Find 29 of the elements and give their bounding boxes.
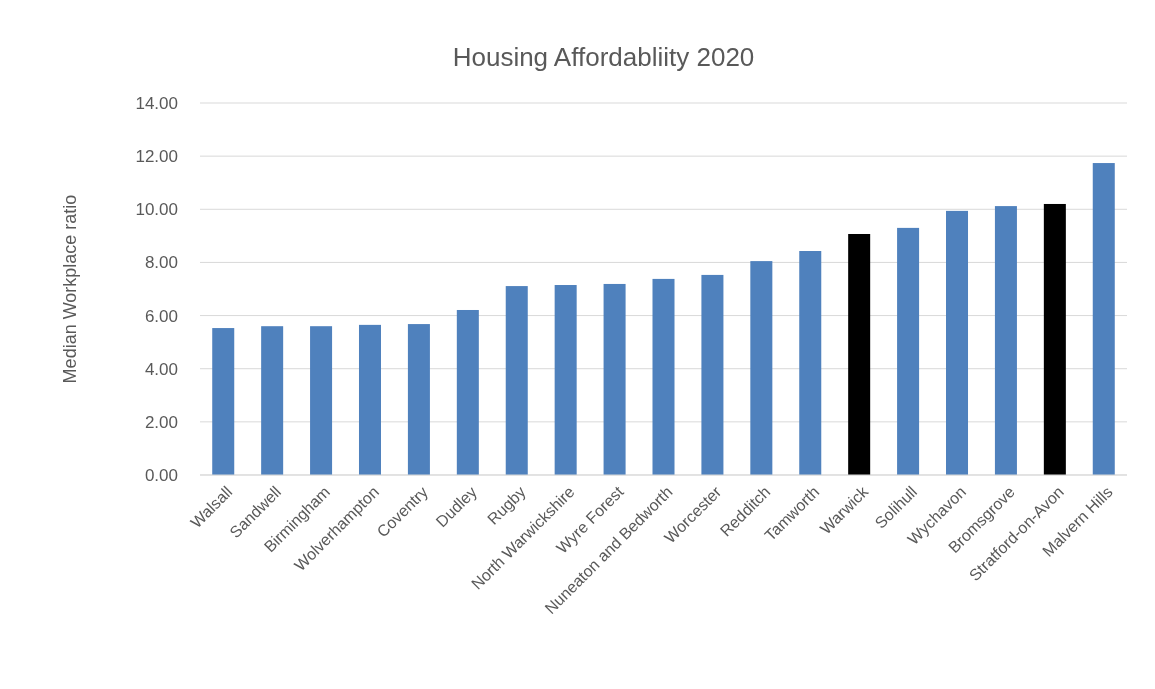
bar xyxy=(897,227,920,475)
bar xyxy=(407,324,430,475)
bar xyxy=(994,206,1017,475)
y-tick-label: 12.00 xyxy=(135,147,178,167)
bar xyxy=(358,324,381,475)
bar xyxy=(848,234,871,475)
y-tick-label: 14.00 xyxy=(135,93,178,113)
bar xyxy=(1092,163,1115,475)
bar xyxy=(554,285,577,475)
bar xyxy=(750,261,773,475)
bar xyxy=(1043,203,1066,475)
bar xyxy=(799,251,822,475)
bar xyxy=(946,210,969,475)
y-tick-label: 8.00 xyxy=(144,253,178,273)
y-tick-label: 0.00 xyxy=(144,465,178,485)
chart-title: Housing Affordabliity 2020 xyxy=(452,42,755,72)
bar xyxy=(701,274,724,475)
y-tick-label: 4.00 xyxy=(144,359,178,379)
bar xyxy=(212,328,235,475)
bar xyxy=(603,283,626,475)
y-tick-label: 6.00 xyxy=(144,306,178,326)
y-tick-label: 2.00 xyxy=(144,412,178,432)
y-axis-title: Median Workplace ratio xyxy=(60,194,80,384)
bar xyxy=(456,309,479,475)
y-tick-label: 10.00 xyxy=(135,200,178,220)
bar xyxy=(652,278,675,475)
bar xyxy=(310,326,333,475)
bar xyxy=(261,326,284,475)
bar xyxy=(505,286,528,475)
